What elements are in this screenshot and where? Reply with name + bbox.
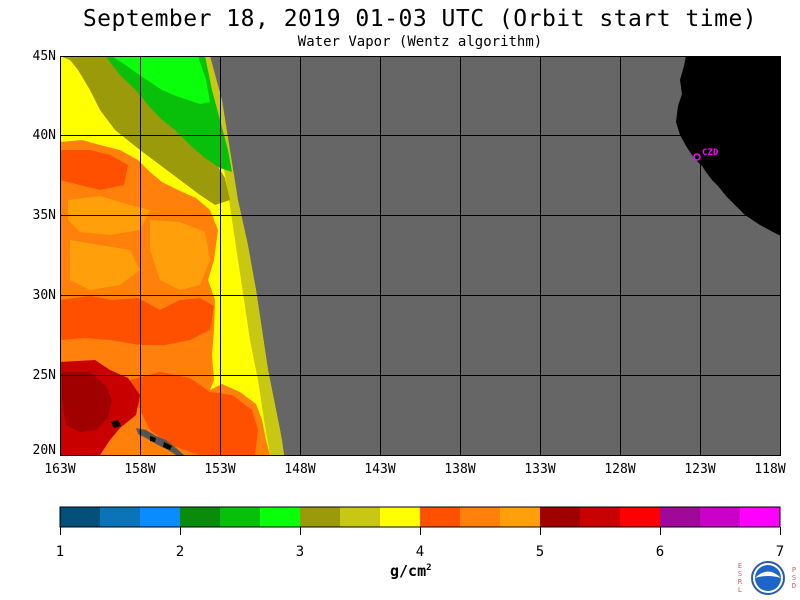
colorbar-swatch: [580, 507, 621, 527]
logo-letter: P: [791, 566, 797, 574]
station-marker: [693, 153, 701, 161]
lat-label-40n: 40N: [32, 128, 56, 143]
map-title: September 18, 2019 01-03 UTC (Orbit star…: [82, 6, 758, 32]
logo-letters-left: E S R L: [736, 562, 744, 594]
colorbar-swatch: [620, 507, 661, 527]
land-mass: [676, 56, 781, 236]
logo-letter: S: [791, 574, 797, 582]
logo-letter: L: [737, 586, 743, 594]
colorbar-label-2: 2: [175, 544, 185, 560]
lon-label-133w: 133W: [524, 462, 556, 477]
logo-letters-right: P S D: [790, 566, 798, 590]
lon-label-158w: 158W: [124, 462, 156, 477]
colorbar-swatch: [260, 507, 301, 527]
colorbar-swatch: [540, 507, 581, 527]
logo-letter: D: [791, 582, 797, 590]
lon-label-143w: 143W: [364, 462, 396, 477]
colorbar-label-5: 5: [535, 544, 545, 560]
colorbar-swatch: [380, 507, 421, 527]
lat-label-20n: 20N: [32, 443, 56, 458]
lon-label-138w: 138W: [444, 462, 476, 477]
colorbar-swatch: [180, 507, 221, 527]
lon-label-128w: 128W: [604, 462, 636, 477]
lon-label-118w: 118W: [754, 462, 786, 477]
lon-label-153w: 153W: [204, 462, 236, 477]
units-text: g/cm: [390, 562, 427, 580]
colorbar-swatch: [660, 507, 701, 527]
colorbar-swatch: [420, 507, 461, 527]
colorbar-swatch: [100, 507, 141, 527]
colorbar-swatch: [740, 507, 781, 527]
lat-label-30n: 30N: [32, 288, 56, 303]
colorbar: [60, 507, 781, 527]
colorbar-swatch: [460, 507, 501, 527]
lon-label-163w: 163W: [44, 462, 76, 477]
lon-label-123w: 123W: [684, 462, 716, 477]
colorbar-swatch: [220, 507, 261, 527]
colorbar-label-4: 4: [415, 544, 425, 560]
colorbar-label-7: 7: [775, 544, 785, 560]
water-vapor-field: [60, 56, 284, 455]
colorbar-swatch: [60, 507, 101, 527]
lon-label-148w: 148W: [284, 462, 316, 477]
colorbar-swatch: [700, 507, 741, 527]
colorbar-swatch: [140, 507, 181, 527]
lat-label-45n: 45N: [32, 49, 56, 64]
logo-letter: E: [737, 562, 743, 570]
lat-lon-grid: [60, 56, 781, 456]
colorbar-label-6: 6: [655, 544, 665, 560]
colorbar-label-1: 1: [55, 544, 65, 560]
colorbar-ticks: [60, 527, 781, 535]
lat-label-35n: 35N: [32, 208, 56, 223]
station-label: CZD: [702, 148, 719, 158]
colorbar-swatch: [500, 507, 541, 527]
colorbar-swatch: [340, 507, 381, 527]
logo-letter: S: [737, 570, 743, 578]
lat-label-25n: 25N: [32, 368, 56, 383]
noaa-logo: [751, 561, 785, 595]
map-subtitle: Water Vapor (Wentz algorithm): [297, 34, 543, 50]
colorbar-units: g/cm2: [390, 562, 432, 580]
logo-letter: R: [737, 578, 743, 586]
colorbar-label-3: 3: [295, 544, 305, 560]
units-exponent: 2: [426, 563, 432, 573]
colorbar-swatch: [300, 507, 341, 527]
